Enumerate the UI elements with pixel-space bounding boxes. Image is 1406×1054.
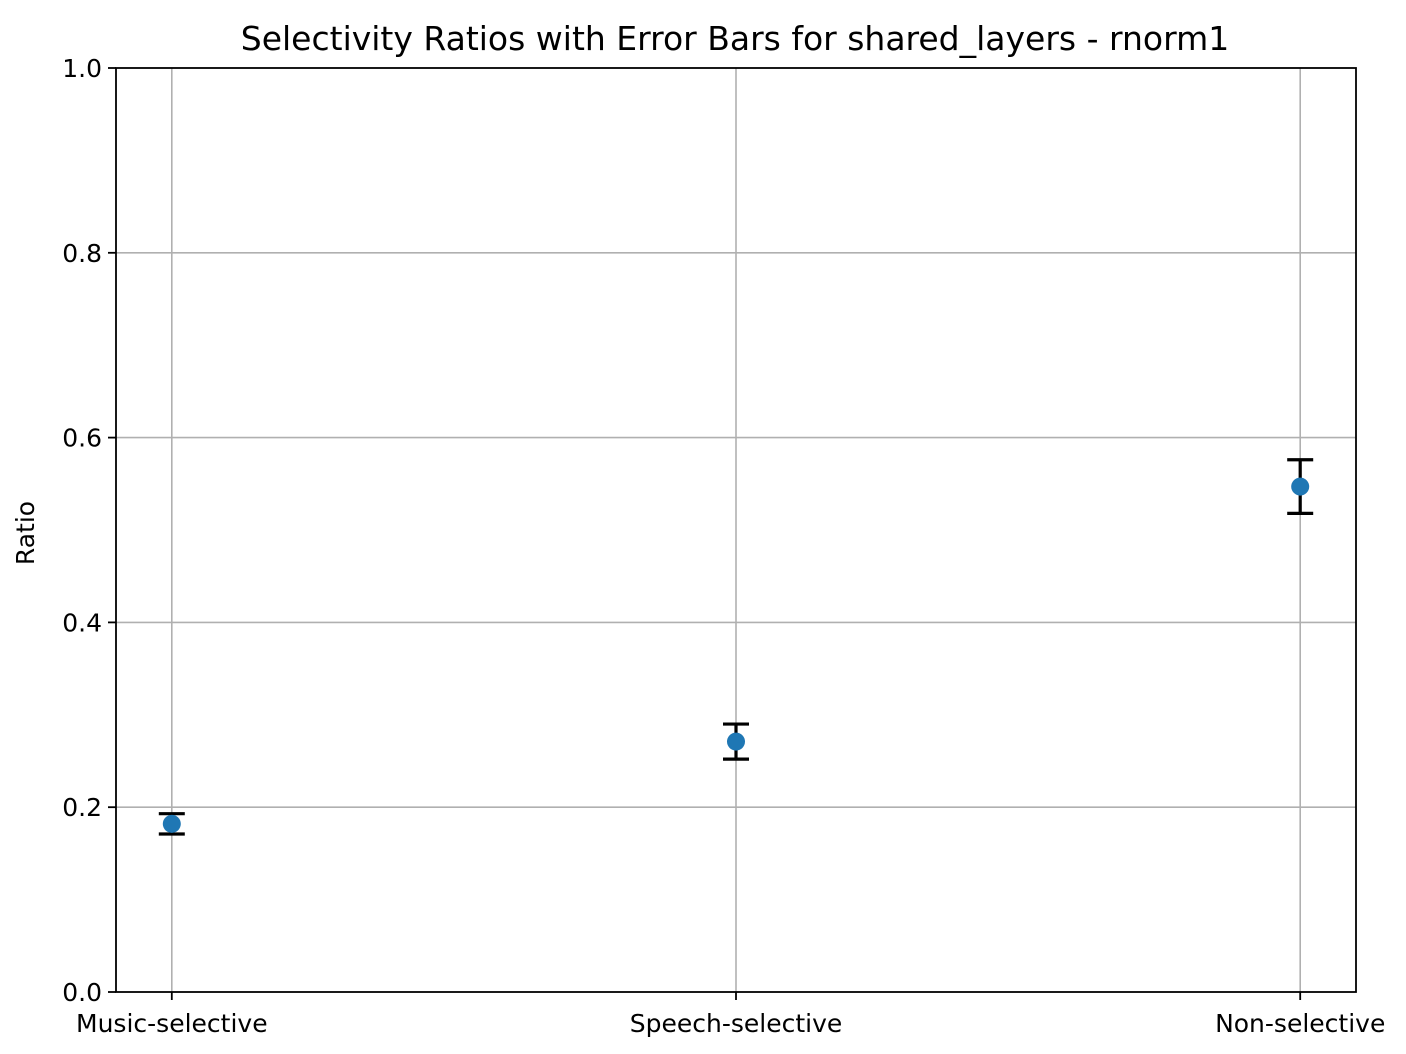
y-tick-label: 0.0	[62, 978, 102, 1007]
data-point	[1291, 477, 1310, 496]
x-tick-label: Non-selective	[1215, 1009, 1385, 1038]
data-point	[727, 732, 745, 751]
y-tick-label: 0.6	[62, 424, 102, 453]
y-tick-label: 0.2	[62, 793, 102, 822]
data-points	[162, 477, 1310, 833]
x-tick-label: Music-selective	[76, 1009, 268, 1038]
chart-title: Selectivity Ratios with Error Bars for s…	[241, 19, 1229, 58]
y-axis-label: Ratio	[11, 501, 40, 565]
grid	[116, 68, 1356, 992]
y-tick-label: 1.0	[62, 54, 102, 83]
x-tick-label: Speech-selective	[630, 1009, 843, 1038]
y-ticks: 0.0 0.2 0.4 0.6 0.8 1.0	[62, 54, 116, 1007]
y-tick-label: 0.4	[62, 608, 102, 637]
x-ticks: Music-selective Speech-selective Non-selec…	[76, 992, 1385, 1038]
y-tick-label: 0.8	[62, 239, 102, 268]
data-point	[162, 814, 181, 833]
